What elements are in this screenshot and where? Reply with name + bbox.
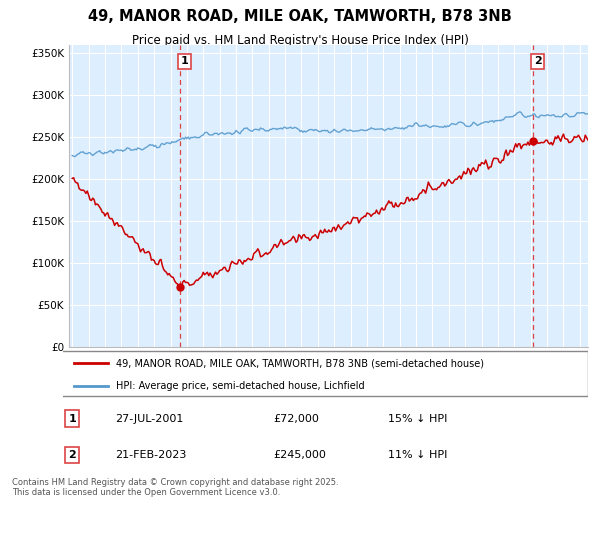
Text: 1: 1 xyxy=(181,57,188,67)
Text: 15% ↓ HPI: 15% ↓ HPI xyxy=(389,414,448,423)
Text: Contains HM Land Registry data © Crown copyright and database right 2025.
This d: Contains HM Land Registry data © Crown c… xyxy=(12,478,338,497)
Text: Price paid vs. HM Land Registry's House Price Index (HPI): Price paid vs. HM Land Registry's House … xyxy=(131,34,469,46)
Text: £245,000: £245,000 xyxy=(273,450,326,460)
Text: 49, MANOR ROAD, MILE OAK, TAMWORTH, B78 3NB: 49, MANOR ROAD, MILE OAK, TAMWORTH, B78 … xyxy=(88,9,512,24)
Text: 27-JUL-2001: 27-JUL-2001 xyxy=(115,414,184,423)
Text: 49, MANOR ROAD, MILE OAK, TAMWORTH, B78 3NB (semi-detached house): 49, MANOR ROAD, MILE OAK, TAMWORTH, B78 … xyxy=(115,358,484,368)
FancyBboxPatch shape xyxy=(61,352,588,396)
Text: 1: 1 xyxy=(68,414,76,423)
Text: 2: 2 xyxy=(534,57,542,67)
Text: 21-FEB-2023: 21-FEB-2023 xyxy=(115,450,187,460)
Text: 2: 2 xyxy=(68,450,76,460)
Text: HPI: Average price, semi-detached house, Lichfield: HPI: Average price, semi-detached house,… xyxy=(115,381,364,391)
Text: 11% ↓ HPI: 11% ↓ HPI xyxy=(389,450,448,460)
Text: £72,000: £72,000 xyxy=(273,414,319,423)
